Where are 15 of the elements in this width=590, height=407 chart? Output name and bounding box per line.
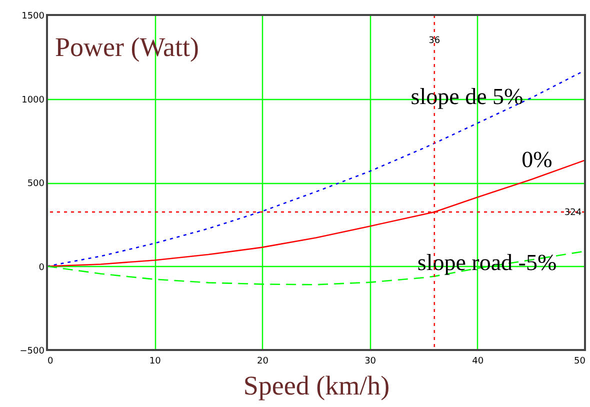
x-tick-label: 30 <box>364 356 376 366</box>
x-tick-label: 50 <box>574 356 586 366</box>
x-tick-label: 0 <box>48 356 54 366</box>
ref-line-label: 324 <box>564 208 582 218</box>
y-tick-label: 1500 <box>22 12 45 22</box>
y-tick-label: −500 <box>20 346 45 356</box>
ref-line-label: 36 <box>428 36 440 46</box>
x-axis-title: Speed (km/h) <box>243 370 390 400</box>
x-tick-label: 10 <box>149 356 162 366</box>
series-label: 0% <box>522 147 552 172</box>
y-tick-label: 1000 <box>22 95 45 106</box>
y-tick-label: 500 <box>27 179 45 189</box>
x-tick-label: 40 <box>472 356 484 366</box>
y-tick-label: 0 <box>38 262 45 273</box>
x-tick-label: 20 <box>256 356 269 366</box>
